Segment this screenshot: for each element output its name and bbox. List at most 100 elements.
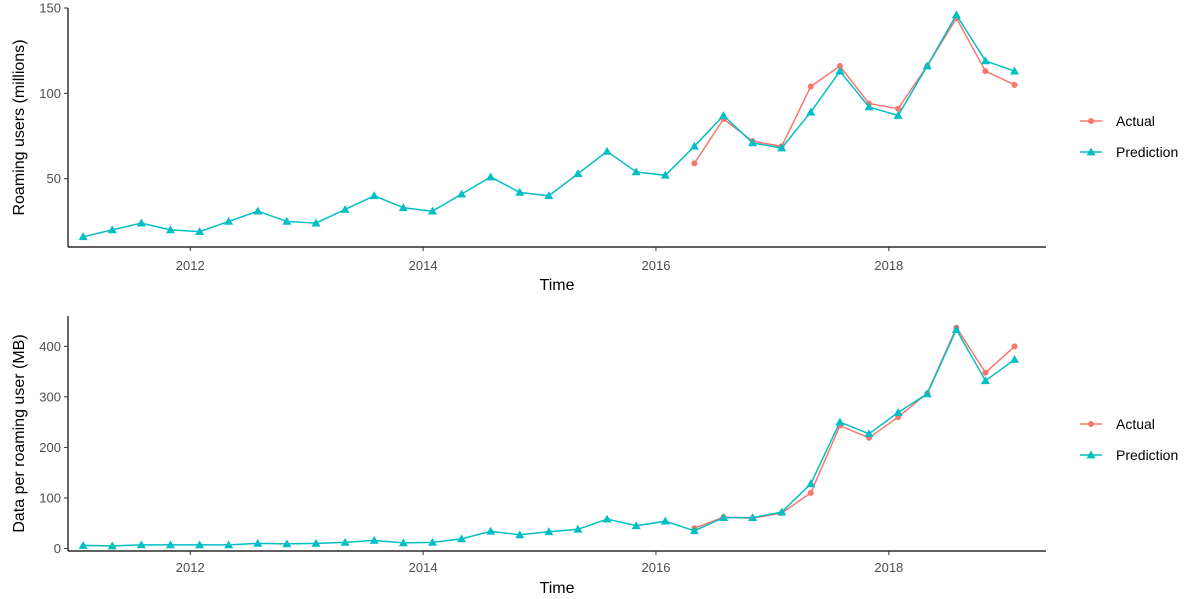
chart-panel-1: 50 100 150 2012 2014 2016 2018 Time Roaming user…: [11, 1, 1178, 295]
data-point-prediction: [253, 538, 263, 547]
data-point-prediction: [893, 408, 903, 416]
x-axis-title: Time: [540, 580, 575, 597]
data-point-prediction: [107, 225, 117, 234]
data-point-prediction: [340, 204, 350, 213]
data-point-prediction: [951, 10, 961, 19]
data-point-prediction: [369, 535, 379, 544]
y-tick-label: 400: [39, 339, 61, 354]
data-point-prediction: [427, 206, 437, 215]
data-point-prediction: [660, 516, 670, 525]
data-point-prediction: [427, 537, 437, 546]
y-tick-label: 0: [54, 541, 61, 556]
y-tick-label: 50: [47, 171, 61, 186]
data-point-prediction: [748, 513, 758, 522]
data-point-prediction: [660, 170, 670, 179]
data-point-prediction: [748, 138, 758, 147]
data-point-prediction: [515, 187, 525, 196]
x-tick-label: 2012: [176, 258, 205, 273]
data-point-prediction: [78, 540, 88, 549]
data-point-prediction: [107, 541, 117, 550]
data-point-actual: [691, 160, 698, 167]
x-tick-label: 2016: [642, 560, 671, 575]
data-point-prediction: [777, 507, 787, 516]
data-point-prediction: [282, 216, 292, 225]
series-prediction: [78, 10, 1020, 241]
y-tick-label: 150: [39, 1, 61, 16]
data-point-prediction: [718, 111, 728, 119]
data-point-prediction: [922, 61, 932, 70]
legend-item-prediction: Prediction: [1080, 144, 1178, 160]
data-point-prediction: [253, 206, 263, 215]
data-point-prediction: [78, 232, 88, 241]
legend-item-prediction: Prediction: [1080, 447, 1178, 463]
data-point-prediction: [980, 376, 990, 385]
series-actual: [691, 15, 1018, 167]
data-point-prediction: [1010, 354, 1020, 363]
legend: Actual Prediction: [1080, 416, 1178, 463]
legend-item-actual: Actual: [1080, 416, 1155, 432]
data-point-prediction: [893, 111, 903, 119]
legend-label: Prediction: [1116, 144, 1178, 160]
legend-label: Actual: [1116, 416, 1155, 432]
data-point-prediction: [980, 56, 990, 65]
x-tick-label: 2014: [409, 560, 438, 575]
data-point-prediction: [311, 538, 321, 547]
y-tick-label: 300: [39, 389, 61, 404]
x-tick-label: 2018: [874, 560, 903, 575]
data-point-prediction: [777, 143, 787, 152]
data-point-prediction: [689, 526, 699, 535]
data-point-actual: [1011, 343, 1018, 350]
data-point-actual: [807, 489, 814, 496]
data-point-prediction: [806, 479, 816, 488]
data-point-prediction: [835, 66, 845, 75]
data-point-prediction: [165, 225, 175, 234]
series-line-prediction: [82, 13, 1015, 238]
legend-label: Actual: [1116, 113, 1155, 129]
data-point-actual: [982, 369, 989, 376]
x-tick-label: 2014: [409, 258, 438, 273]
data-point-prediction: [224, 216, 234, 225]
data-point-prediction: [718, 513, 728, 522]
x-axis-title: Time: [540, 277, 575, 294]
y-axis-title: Roaming users (millions): [11, 39, 28, 215]
data-point-prediction: [602, 146, 612, 155]
data-point-prediction: [195, 227, 205, 236]
x-tick-label: 2012: [176, 560, 205, 575]
y-tick-label: 100: [39, 86, 61, 101]
legend-marker-triangle: [1086, 147, 1096, 156]
data-point-prediction: [457, 534, 467, 543]
y-tick-label: 200: [39, 440, 61, 455]
data-point-prediction: [457, 189, 467, 198]
data-point-actual: [807, 83, 814, 90]
data-point-prediction: [1010, 66, 1020, 75]
data-point-prediction: [544, 527, 554, 536]
data-point-prediction: [544, 191, 554, 200]
data-point-prediction: [369, 191, 379, 200]
x-tick-label: 2018: [874, 258, 903, 273]
data-point-actual: [895, 105, 902, 112]
data-point-prediction: [136, 218, 146, 227]
data-point-prediction: [864, 102, 874, 111]
data-point-prediction: [136, 540, 146, 549]
legend-marker-circle: [1088, 118, 1094, 124]
chart-panel-2: 0 100 200 300 400 2012 2014 2016 2018 Time Data pe…: [11, 316, 1178, 597]
data-point-prediction: [922, 389, 932, 398]
data-point-prediction: [864, 429, 874, 438]
data-point-prediction: [573, 524, 583, 533]
data-point-prediction: [602, 514, 612, 523]
data-point-prediction: [195, 540, 205, 549]
series-line-prediction: [83, 327, 1016, 547]
data-point-prediction: [806, 107, 816, 116]
data-point-prediction: [311, 218, 321, 227]
series-line-actual: [693, 16, 1015, 164]
data-point-prediction: [835, 417, 845, 426]
y-axis-title: Data per roaming user (MB): [11, 334, 28, 532]
legend: Actual Prediction: [1080, 113, 1178, 160]
data-point-prediction: [689, 141, 699, 150]
data-point-actual: [836, 63, 843, 70]
legend-marker-triangle: [1086, 450, 1096, 459]
data-point-prediction: [165, 540, 175, 549]
legend-label: Prediction: [1116, 447, 1178, 463]
